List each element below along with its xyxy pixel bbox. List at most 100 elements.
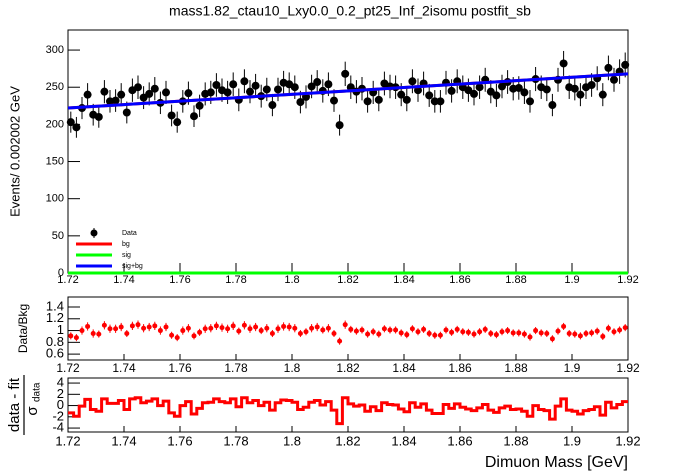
data-point (94, 112, 103, 121)
data-point (559, 59, 568, 68)
legend-label: sig+bg (122, 263, 143, 270)
data-point (173, 118, 182, 127)
x-tick-label: 1.78 (225, 274, 246, 286)
data-point (208, 325, 214, 331)
data-point (264, 325, 270, 331)
y-tick-label: 300 (46, 44, 64, 56)
data-point (157, 328, 163, 334)
chart-title: mass1.82_ctau10_Lxy0.0_0.2_pt25_Inf_2iso… (169, 3, 531, 19)
data-point (129, 323, 135, 329)
data-point (470, 89, 478, 98)
data-point (134, 83, 142, 92)
data-point (331, 331, 337, 337)
legend-label: sig (122, 252, 131, 259)
data-point (555, 328, 561, 334)
data-point (297, 331, 303, 337)
data-point (230, 323, 236, 329)
data-point (572, 331, 578, 337)
data-point (258, 328, 264, 334)
x-tick-label: 1.88 (503, 433, 528, 448)
data-point (387, 327, 393, 333)
data-point (499, 329, 505, 335)
x-tick-label: 1.86 (448, 361, 472, 375)
y-label-denominator: σ (24, 406, 41, 416)
y-axis-label: Data/Bkg (16, 304, 30, 353)
data-point (353, 328, 359, 334)
data-point (68, 333, 74, 339)
data-point (398, 330, 404, 336)
data-point (430, 97, 439, 106)
x-tick-label: 1.88 (504, 361, 528, 375)
data-point (482, 326, 488, 332)
data-point (610, 75, 618, 84)
legend-label: bg (122, 241, 130, 248)
data-point (290, 83, 299, 92)
x-tick-label: 1.84 (391, 433, 416, 448)
data-point (477, 329, 483, 335)
data-point (363, 97, 372, 106)
x-tick-label: 1.8 (284, 274, 299, 286)
data-point (83, 90, 92, 99)
data-point (600, 333, 606, 339)
data-point (516, 330, 522, 336)
y-label-numerator: data - fit (6, 377, 23, 432)
data-point (100, 87, 109, 96)
data-point (190, 112, 198, 121)
data-point (370, 329, 376, 335)
data-point (533, 328, 539, 334)
data-point (505, 328, 511, 334)
data-point (589, 330, 595, 336)
data-point (66, 118, 75, 127)
data-point (185, 325, 191, 331)
data-point (426, 331, 432, 337)
y-tick-label: 100 (46, 193, 64, 205)
data-point (402, 95, 411, 104)
x-tick-label: 1.8 (283, 433, 301, 448)
y-axis-label: Events/ 0.002002 GeV (7, 86, 22, 217)
pull-histogram (68, 396, 628, 426)
x-tick-label: 1.78 (224, 361, 248, 375)
data-point (118, 324, 124, 330)
y-tick-label: 0 (57, 397, 64, 412)
data-point (341, 69, 350, 78)
data-point (330, 96, 338, 105)
x-tick-label: 1.72 (55, 433, 80, 448)
data-point (275, 326, 281, 332)
data-point (296, 98, 305, 107)
data-point (583, 331, 589, 337)
data-point (202, 326, 208, 332)
data-point (443, 327, 449, 333)
data-point (107, 326, 113, 332)
data-point (169, 332, 175, 338)
data-point (421, 326, 427, 332)
data-point (117, 90, 126, 99)
x-tick-label: 1.84 (392, 361, 416, 375)
x-tick-label: 1.76 (168, 361, 192, 375)
data-point (622, 325, 628, 331)
data-point (163, 324, 169, 330)
data-point (570, 84, 579, 93)
data-point (274, 85, 282, 94)
data-point (72, 123, 81, 132)
legend-label: Data (122, 230, 137, 237)
data-point (605, 325, 611, 331)
data-point (141, 325, 147, 331)
data-point (514, 83, 523, 92)
data-point (286, 324, 292, 330)
data-point (206, 88, 215, 97)
x-tick-label: 1.9 (563, 433, 581, 448)
x-tick-label: 1.86 (449, 274, 470, 286)
data-point (324, 80, 333, 89)
data-point (314, 324, 320, 330)
data-point (594, 328, 600, 334)
data-point (454, 326, 460, 332)
data-point (124, 331, 130, 337)
data-point (587, 80, 596, 89)
data-point (101, 322, 107, 328)
data-point (449, 329, 455, 335)
data-point (262, 85, 271, 94)
data-point (617, 327, 623, 333)
data-point (397, 90, 406, 99)
data-point (542, 85, 551, 94)
